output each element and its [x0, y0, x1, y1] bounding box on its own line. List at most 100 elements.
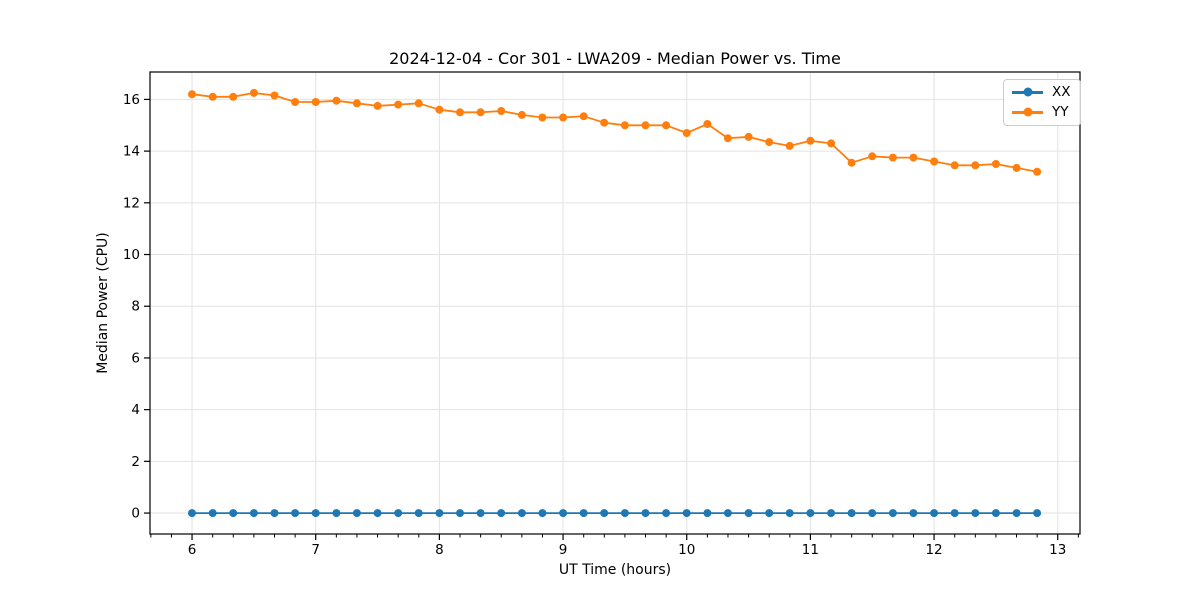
- series-xx-marker: [888, 509, 897, 518]
- series-xx-marker: [373, 509, 382, 518]
- series-yy-marker: [517, 110, 526, 119]
- series-yy-marker: [930, 157, 939, 166]
- legend: XX YY: [1003, 79, 1081, 126]
- x-tick-label: 13: [1049, 542, 1066, 558]
- series-xx-marker: [971, 509, 980, 518]
- series-xx-marker: [394, 509, 403, 518]
- series-yy-marker: [971, 161, 980, 170]
- series-yy-marker: [723, 134, 732, 143]
- plot-border: [149, 71, 1081, 535]
- series-yy-marker: [620, 121, 629, 130]
- series-xx-marker: [662, 509, 671, 518]
- series-xx-marker: [950, 509, 959, 518]
- series-xx-marker: [229, 509, 238, 518]
- series-yy-marker: [414, 99, 423, 108]
- series-yy-marker: [868, 152, 877, 161]
- series-xx-marker: [847, 509, 856, 518]
- y-tick-label: 4: [131, 402, 140, 418]
- legend-line-marker-sample: [1012, 107, 1043, 117]
- legend-label: YY: [1052, 103, 1069, 120]
- x-axis-label: UT Time (hours): [558, 562, 672, 578]
- series-xx-marker: [291, 509, 300, 518]
- series-xx-marker: [188, 509, 196, 518]
- series-xx-marker: [620, 509, 629, 518]
- series-yy-marker: [888, 153, 897, 162]
- series-xx-marker: [579, 509, 588, 518]
- series-xx-marker: [270, 509, 279, 518]
- series-xx-marker: [703, 509, 712, 518]
- legend-marker-dot: [1023, 87, 1032, 97]
- series-xx-marker: [517, 509, 526, 518]
- series-yy-marker: [373, 101, 382, 110]
- series-yy-marker: [827, 139, 836, 148]
- series-xx-marker: [311, 509, 320, 518]
- series-yy-marker: [270, 91, 279, 100]
- series-yy-marker: [249, 88, 258, 97]
- legend-marker-dot: [1023, 107, 1032, 117]
- series-yy-marker: [703, 120, 712, 128]
- series-xx-marker: [476, 509, 485, 518]
- series-xx-marker: [723, 509, 732, 518]
- series-yy-marker: [1012, 163, 1021, 172]
- series-xx-marker: [641, 509, 650, 518]
- series-yy-marker: [744, 132, 753, 141]
- legend-label: XX: [1052, 84, 1071, 100]
- series-yy-marker: [497, 107, 506, 115]
- x-tick-label: 11: [802, 542, 819, 558]
- series-yy-marker: [806, 136, 815, 145]
- series-yy-marker: [579, 112, 588, 121]
- series-yy-marker: [991, 160, 1000, 168]
- x-tick-label: 10: [678, 542, 695, 558]
- series-xx-marker: [352, 509, 361, 518]
- series-xx-marker: [559, 509, 568, 518]
- y-tick-label: 2: [131, 454, 140, 470]
- series-xx-marker: [249, 509, 258, 518]
- series-xx-marker: [909, 509, 918, 518]
- series-xx-marker: [765, 509, 774, 518]
- y-tick-label: 14: [123, 144, 140, 160]
- y-tick-label: 8: [131, 299, 140, 315]
- x-tick-label: 9: [559, 542, 568, 558]
- legend-line-marker-sample: [1012, 87, 1043, 97]
- x-tick-label: 8: [435, 542, 444, 558]
- series-yy-marker: [352, 99, 361, 108]
- series-yy-marker: [435, 105, 444, 114]
- series-xx-marker: [497, 509, 506, 518]
- series-yy-marker: [188, 90, 196, 99]
- series-yy-marker: [559, 113, 568, 122]
- series-yy-marker: [311, 98, 320, 106]
- series-xx-marker: [208, 509, 217, 518]
- series-yy-marker: [847, 158, 856, 167]
- chart-title: 2024-12-04 - Cor 301 - LWA209 - Median P…: [389, 49, 841, 68]
- x-tick-label: 12: [925, 542, 942, 558]
- legend-item-yy: YY: [1012, 103, 1071, 120]
- legend-item-xx: XX: [1012, 85, 1071, 100]
- x-tick-label: 6: [188, 542, 197, 558]
- series-xx-marker: [538, 509, 547, 518]
- series-yy-marker: [1033, 167, 1042, 176]
- series-xx-marker: [868, 509, 877, 518]
- series-xx-marker: [332, 509, 341, 518]
- y-tick-label: 16: [123, 92, 140, 108]
- series-xx-marker: [744, 509, 753, 518]
- series-xx-marker: [1012, 509, 1021, 518]
- series-yy-marker: [291, 98, 300, 106]
- y-tick-label: 10: [123, 247, 140, 263]
- series-yy-marker: [641, 121, 650, 130]
- series-yy-marker: [785, 141, 794, 150]
- series-yy-marker: [332, 96, 341, 105]
- series-yy-marker: [682, 129, 691, 137]
- series-xx-marker: [682, 509, 691, 518]
- series-xx-marker: [1033, 509, 1042, 518]
- y-tick-label: 0: [131, 506, 140, 522]
- series-xx-marker: [806, 509, 815, 518]
- series-xx-marker: [930, 509, 939, 518]
- y-tick-label: 12: [123, 195, 140, 211]
- series-yy-marker: [229, 92, 238, 101]
- series-yy-marker: [909, 153, 918, 162]
- series-xx-marker: [991, 509, 1000, 518]
- series-yy-marker: [208, 92, 217, 101]
- series-yy-marker: [765, 138, 774, 147]
